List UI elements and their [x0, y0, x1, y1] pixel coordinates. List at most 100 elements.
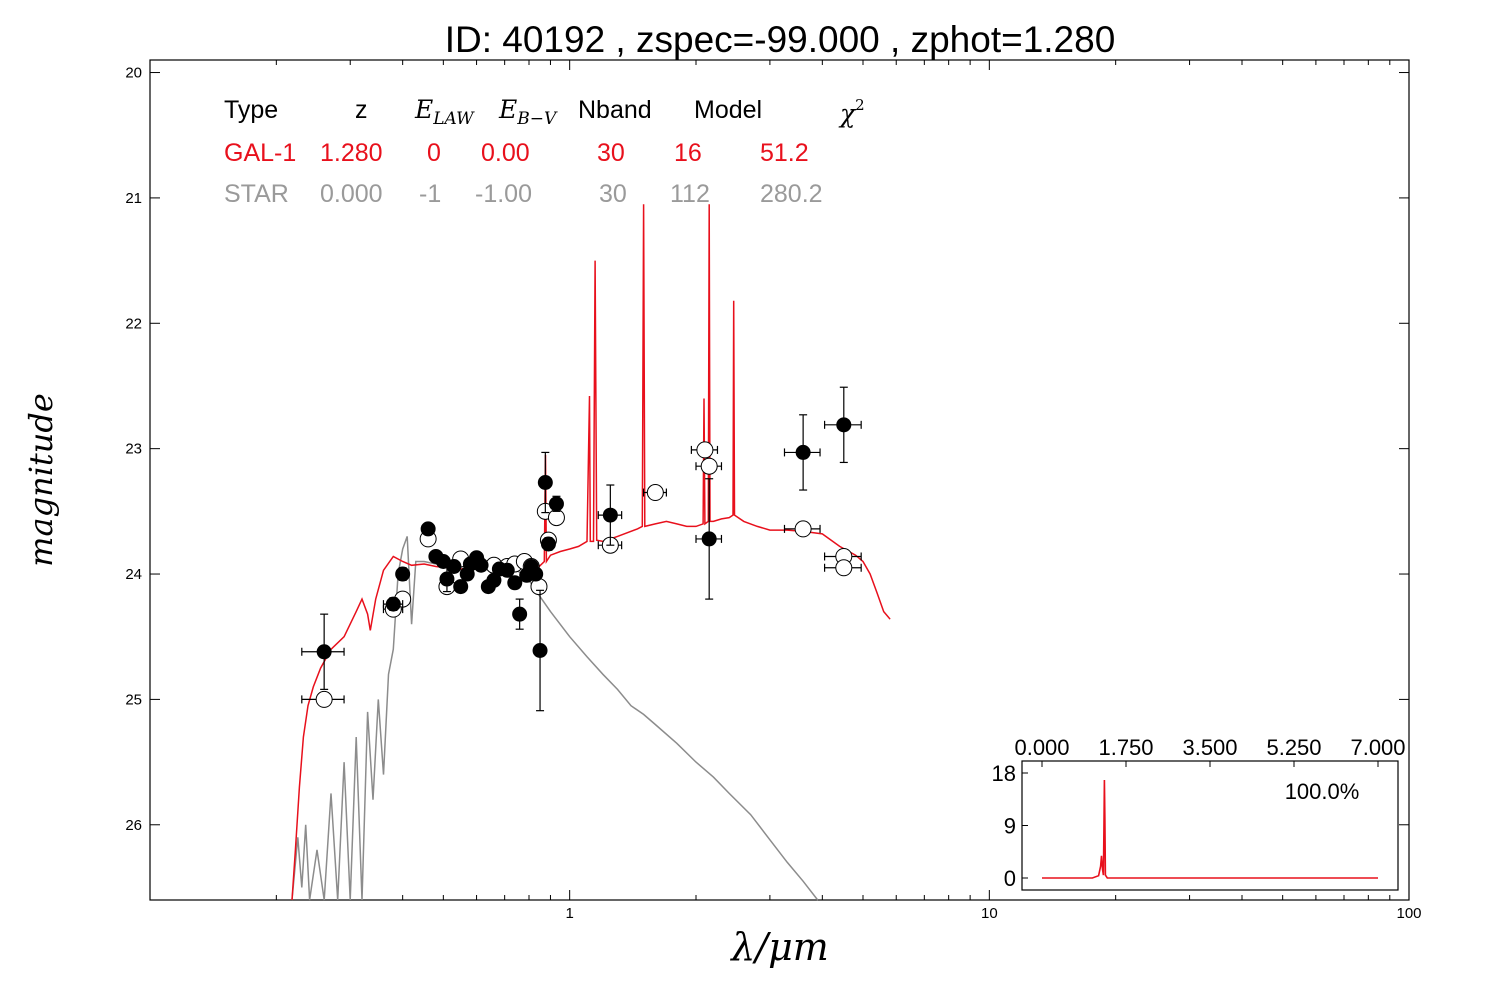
y-axis-label: magnitude — [22, 393, 60, 567]
observed-point — [528, 566, 544, 582]
model-point — [823, 559, 862, 577]
model-points — [301, 441, 862, 708]
header-model: Model — [694, 96, 762, 124]
observed-point — [382, 596, 404, 612]
observed-marker — [453, 579, 469, 595]
model-point — [642, 484, 667, 502]
observed-point — [499, 562, 515, 578]
pdz-x-axis: 0.000 1.750 3.500 5.250 7.000 — [1014, 735, 1406, 767]
observed-points — [301, 386, 862, 712]
observed-point — [823, 386, 862, 464]
fit-table: Type z E LAW EB−V Nband Model χ2 GAL-1 1.… — [224, 95, 865, 208]
model-point-marker — [835, 559, 853, 577]
model-point-marker — [646, 484, 664, 502]
star-elaw: -1 — [419, 180, 441, 208]
observed-point — [301, 613, 345, 690]
galaxy-sed-line — [291, 204, 891, 901]
gal-z: 1.280 — [320, 139, 383, 167]
model-point — [547, 509, 565, 527]
gal-model: 16 — [674, 139, 702, 167]
header-elaw-sub: LAW — [432, 109, 475, 129]
pdz-x-tick-label: 7.000 — [1350, 735, 1405, 760]
observed-point — [597, 484, 623, 546]
gal-elaw: 0 — [427, 139, 441, 167]
header-type: Type — [224, 96, 278, 124]
star-sed-line — [291, 536, 819, 901]
pdz-probability-label: 100.0% — [1285, 779, 1360, 804]
y-tick-label: 23 — [125, 441, 142, 458]
observed-point — [446, 559, 462, 575]
star-z: 0.000 — [320, 180, 383, 208]
observed-marker — [532, 643, 548, 659]
star-ebv: -1.00 — [475, 180, 532, 208]
x-axis-label: λ/μm — [729, 925, 829, 969]
model-point-marker — [547, 509, 565, 527]
pdz-inset: 0.000 1.750 3.500 5.250 7.000 0 9 18 100.0% — [992, 735, 1406, 891]
observed-marker — [701, 531, 717, 547]
observed-point — [473, 557, 489, 573]
y-tick-label: 25 — [125, 691, 142, 708]
pdz-y-axis: 0 9 18 — [992, 761, 1028, 891]
plot-frame — [149, 59, 1410, 901]
observed-marker — [473, 557, 489, 573]
model-point-marker — [315, 690, 333, 708]
x-axis: 1 10 100 — [275, 60, 1422, 922]
observed-point — [783, 414, 821, 491]
star-model: 112 — [670, 180, 710, 208]
pdz-x-tick-label: 3.500 — [1182, 735, 1237, 760]
observed-point — [532, 589, 548, 712]
observed-point — [439, 565, 455, 593]
x-tick-label: 1 — [565, 905, 573, 922]
observed-marker — [548, 496, 564, 512]
x-tick-label: 10 — [981, 905, 998, 922]
model-point — [690, 441, 719, 459]
model-point-marker — [696, 441, 714, 459]
header-nband: Nband — [578, 96, 652, 124]
header-ebv-sub: B−V — [516, 109, 558, 129]
observed-marker — [316, 644, 332, 660]
observed-marker — [528, 566, 544, 582]
observed-marker — [385, 596, 401, 612]
header-ebv-symbol: E — [498, 95, 517, 124]
observed-point — [540, 536, 556, 552]
star-chi2: 280.2 — [760, 180, 823, 208]
header-z: z — [355, 96, 368, 124]
x-tick-label: 100 — [1396, 905, 1421, 922]
pdz-x-tick-label: 0.000 — [1014, 735, 1069, 760]
observed-marker — [395, 566, 411, 582]
model-point — [301, 690, 345, 708]
observed-marker — [499, 562, 515, 578]
pdz-curve — [1042, 779, 1378, 879]
y-tick-label: 22 — [125, 315, 142, 332]
star-type: STAR — [224, 180, 289, 208]
y-tick-label: 24 — [125, 566, 142, 583]
plot-area — [291, 204, 891, 901]
model-point-marker — [700, 457, 718, 475]
observed-point — [548, 495, 564, 512]
observed-marker — [512, 606, 528, 622]
observed-marker — [836, 417, 852, 433]
observed-point — [453, 579, 469, 595]
observed-marker — [537, 475, 553, 491]
observed-point — [507, 575, 523, 591]
header-ebv: EB−V — [498, 95, 558, 129]
observed-marker — [602, 507, 618, 523]
header-chi-symbol: χ — [838, 99, 857, 128]
observed-point — [395, 566, 411, 582]
observed-point — [512, 598, 528, 630]
pdz-y-tick-label: 18 — [992, 761, 1016, 786]
observed-marker — [446, 559, 462, 575]
header-chi2: χ2 — [838, 96, 865, 128]
observed-point — [420, 521, 436, 537]
observed-marker — [540, 536, 556, 552]
pdz-y-tick-label: 9 — [1004, 814, 1016, 839]
y-tick-label: 21 — [125, 190, 142, 207]
observed-marker — [420, 521, 436, 537]
gal-type: GAL-1 — [224, 139, 296, 167]
fit-row-star: STAR 0.000 -1 -1.00 30 112 280.2 — [224, 180, 823, 208]
header-chi-exp: 2 — [855, 96, 865, 114]
model-point-marker — [794, 520, 812, 538]
gal-nband: 30 — [597, 139, 625, 167]
gal-ebv: 0.00 — [481, 139, 530, 167]
